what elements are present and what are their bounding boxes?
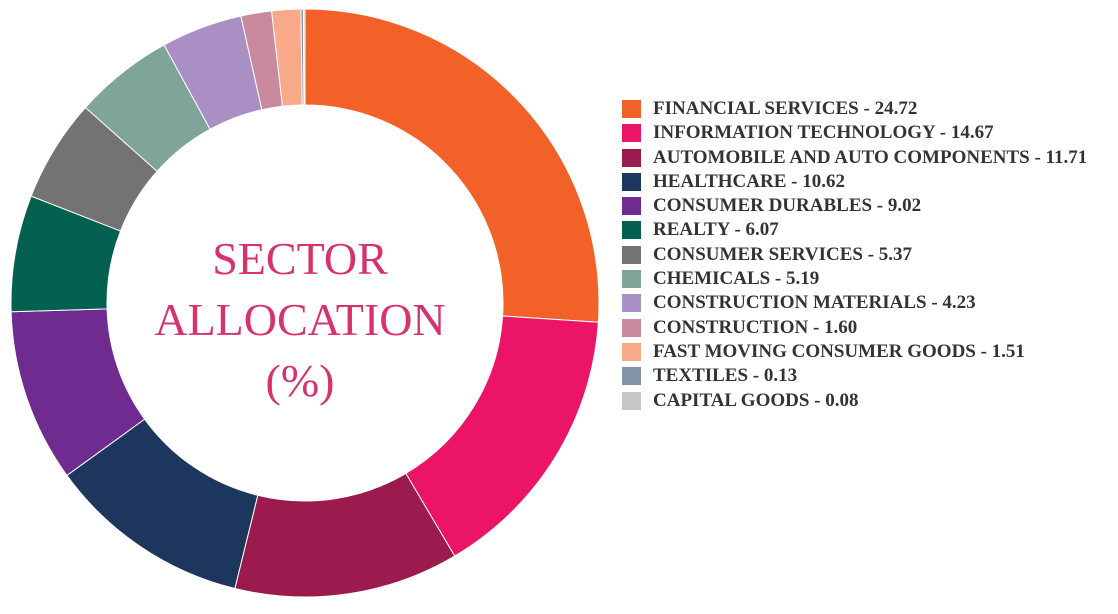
- chart-legend: FINANCIAL SERVICES - 24.72 INFORMATION TE…: [622, 97, 1112, 413]
- legend-swatch: [622, 172, 641, 191]
- legend-swatch: [622, 245, 641, 264]
- legend-item: CONSUMER DURABLES - 9.02: [622, 194, 1112, 218]
- legend-swatch: [622, 124, 641, 143]
- legend-swatch: [622, 318, 641, 337]
- legend-label: FAST MOVING CONSUMER GOODS - 1.51: [653, 340, 1025, 362]
- legend-label: INFORMATION TECHNOLOGY - 14.67: [653, 122, 994, 144]
- legend-label: CONSTRUCTION - 1.60: [653, 316, 858, 338]
- legend-swatch: [622, 342, 641, 361]
- legend-item: CONSTRUCTION - 1.60: [622, 316, 1112, 340]
- legend-item: FINANCIAL SERVICES - 24.72: [622, 97, 1112, 121]
- legend-swatch: [622, 391, 641, 410]
- legend-swatch: [622, 270, 641, 289]
- legend-label: CONSUMER DURABLES - 9.02: [653, 195, 922, 217]
- legend-item: FAST MOVING CONSUMER GOODS - 1.51: [622, 340, 1112, 364]
- legend-item: TEXTILES - 0.13: [622, 364, 1112, 388]
- legend-label: CAPITAL GOODS - 0.08: [653, 389, 859, 411]
- legend-swatch: [622, 100, 641, 118]
- legend-swatch: [622, 367, 641, 386]
- chart-title: SECTOR ALLOCATION (%): [110, 228, 490, 411]
- legend-label: REALTY - 6.07: [653, 219, 779, 241]
- legend-item: INFORMATION TECHNOLOGY - 14.67: [622, 121, 1112, 145]
- legend-swatch: [622, 148, 641, 167]
- donut-slice-capital-goods: [302, 8, 306, 106]
- legend-item: CHEMICALS - 5.19: [622, 267, 1112, 291]
- legend-label: TEXTILES - 0.13: [653, 365, 798, 387]
- legend-swatch: [622, 221, 641, 240]
- legend-label: CONSTRUCTION MATERIALS - 4.23: [653, 292, 976, 314]
- chart-title-line: SECTOR: [212, 233, 388, 284]
- legend-label: FINANCIAL SERVICES - 24.72: [653, 98, 918, 119]
- legend-label: AUTOMOBILE AND AUTO COMPONENTS - 11.71: [653, 146, 1088, 168]
- legend-item: AUTOMOBILE AND AUTO COMPONENTS - 11.71: [622, 146, 1112, 170]
- legend-item: HEALTHCARE - 10.62: [622, 170, 1112, 194]
- legend-label: CHEMICALS - 5.19: [653, 268, 820, 290]
- legend-swatch: [622, 294, 641, 313]
- legend-item: REALTY - 6.07: [622, 218, 1112, 242]
- legend-item: CAPITAL GOODS - 0.08: [622, 389, 1112, 413]
- legend-swatch: [622, 197, 641, 216]
- legend-label: HEALTHCARE - 10.62: [653, 170, 845, 192]
- donut-slice-financial-services: [304, 8, 600, 323]
- legend-item: CONSTRUCTION MATERIALS - 4.23: [622, 291, 1112, 315]
- legend-item: CONSUMER SERVICES - 5.37: [622, 243, 1112, 267]
- sector-donut-chart: [10, 8, 600, 598]
- legend-label: CONSUMER SERVICES - 5.37: [653, 243, 913, 265]
- chart-title-line: (%): [265, 355, 335, 406]
- chart-title-line: ALLOCATION: [154, 294, 446, 345]
